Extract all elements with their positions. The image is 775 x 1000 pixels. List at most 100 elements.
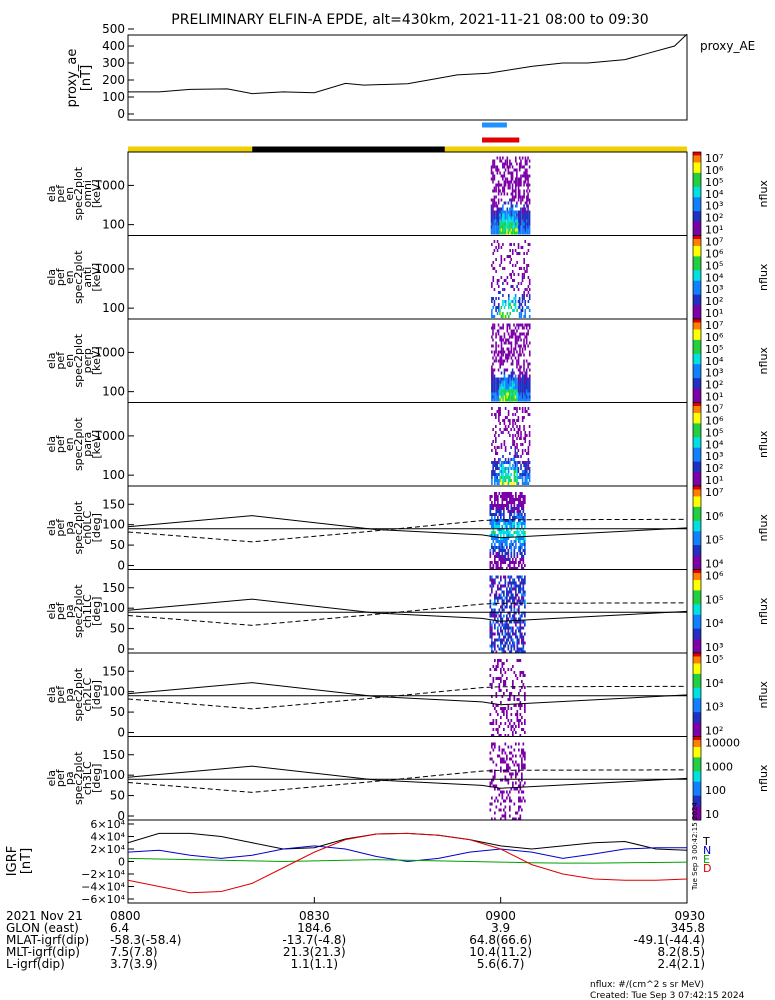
ephemeris-value: 0800 (110, 909, 141, 923)
spectrogram-pixel (521, 326, 524, 330)
spectrogram-pixel (503, 189, 506, 193)
pitch-pixel (495, 564, 498, 567)
spectrogram-pixel (519, 380, 521, 384)
y-axis-label-line: en (63, 354, 76, 368)
pitch-pixel (519, 799, 522, 803)
pitch-pixel (510, 719, 513, 722)
spectrogram-pixel (503, 467, 506, 470)
proxy-ae-legend: proxy_AE (700, 39, 755, 53)
pitch-pixel (522, 507, 525, 510)
y-axis-label-line: ch1LC (81, 594, 94, 628)
pitch-pixel (499, 558, 502, 561)
spectrogram-pixel (499, 264, 501, 267)
y-axis-label-line: pa (63, 604, 76, 618)
pitch-pixel (516, 698, 519, 701)
pitch-pixel (499, 680, 502, 683)
pitch-pixel (489, 498, 492, 501)
spectrogram-pixel (510, 473, 512, 476)
pitch-colorbar-label: nflux (757, 514, 770, 542)
pitch-pixel (522, 531, 525, 534)
pitch-pixel (519, 704, 522, 707)
pitch-pixel (516, 635, 519, 639)
spectrogram-pixel (496, 204, 499, 208)
pitch-pixel (489, 683, 492, 686)
spectrogram-pixel (490, 177, 493, 181)
pitch-pixel (505, 504, 508, 507)
pitch-pixel (511, 498, 514, 501)
spectrogram-pixel (495, 195, 497, 199)
pitch-colorbar-cell (693, 813, 701, 818)
pitch-pixel (507, 698, 510, 701)
pitch-pixel (511, 578, 514, 582)
spectrogram-pixel (525, 398, 528, 402)
spectrogram-pixel (523, 470, 525, 473)
pitch-pixel (513, 748, 516, 752)
spectrogram-pixel (518, 312, 521, 315)
spectrogram-pixel (527, 177, 529, 181)
pitch-pixel (522, 635, 525, 639)
pitch-colorbar-cell (693, 694, 701, 699)
spectrogram-pixel (519, 395, 521, 399)
pitch-pixel (490, 578, 493, 582)
pitch-pixel (523, 501, 526, 504)
pitch-pixel (502, 546, 505, 549)
spectrogram-pixel (500, 464, 503, 467)
energy-spectrogram-panel: 1000100elapefenspec2plotanti[keV]10⁷10⁶1… (45, 235, 770, 320)
spectrogram-pixel (523, 365, 525, 369)
pitch-pixel (522, 620, 525, 624)
spectrogram-pixel (520, 225, 522, 229)
pitch-pixel (493, 626, 496, 630)
spectrogram-pixel (527, 482, 530, 485)
spectrogram-pixel (523, 171, 525, 175)
spectrogram-pixel (497, 222, 500, 226)
pitch-pixel (499, 802, 502, 806)
pitch-pixel (519, 626, 522, 630)
spectra-colorbar-cell (693, 312, 701, 317)
spectrogram-pixel (526, 198, 528, 202)
spectrogram-pixel (514, 338, 517, 342)
spectrogram-pixel (516, 350, 518, 354)
pitch-pixel (520, 790, 523, 794)
spectrogram-pixel (513, 231, 516, 235)
pitch-pixel (504, 734, 507, 737)
pitch-pixel (498, 677, 501, 680)
igrf-ytick-label: −4×10⁴ (81, 881, 125, 894)
pitch-pixel (504, 596, 507, 600)
pitch-colorbar-cell (693, 799, 701, 804)
pitch-colorbar-tick: 10⁴ (705, 617, 724, 630)
pitch-pixel (501, 495, 504, 498)
spectrogram-pixel (502, 470, 504, 473)
spectrogram-pixel (502, 386, 504, 390)
pitch-pixel (516, 650, 519, 654)
pitch-pixel (513, 722, 516, 725)
pitch-pixel (507, 534, 510, 537)
spectrogram-pixel (511, 249, 514, 252)
pitch-pixel (502, 760, 505, 764)
spectrogram-pixel (499, 159, 501, 163)
pitch-pixel (499, 677, 502, 680)
spectrogram-pixel (503, 479, 506, 482)
pitch-pixel (516, 772, 519, 776)
pitch-pixel (493, 546, 496, 549)
pitch-pixel (501, 599, 504, 603)
pitch-pixel (510, 561, 513, 564)
spectra-colorbar-cell (693, 423, 701, 428)
spectrogram-pixel (523, 315, 525, 318)
spectra-colorbar-cell (693, 158, 701, 163)
pitch-pixel (504, 575, 507, 579)
spectrogram-pixel (500, 392, 503, 396)
pitch-pixel (511, 495, 514, 498)
spectrogram-pixel (514, 344, 517, 348)
spectrogram-pixel (513, 419, 516, 422)
pitch-pixel (519, 784, 522, 788)
pitch-pixel (498, 608, 501, 612)
pitch-pixel (501, 638, 504, 642)
pitch-pixel (493, 638, 496, 642)
spectrogram-pixel (521, 473, 524, 476)
pitch-pixel (507, 719, 510, 722)
pitch-pixel (507, 555, 510, 558)
pitch-pixel (519, 504, 522, 507)
spectrogram-pixel (490, 225, 493, 229)
pitch-angle-panel: 150100500elapefpaspec2plotch2LC[deg]10⁵1… (45, 652, 770, 740)
